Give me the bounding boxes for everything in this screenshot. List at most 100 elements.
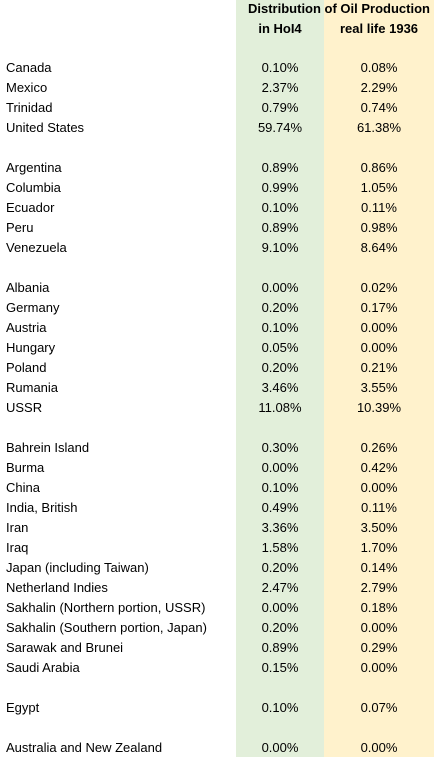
- real-life-value-cell: 3.50%: [360, 520, 398, 535]
- hoi4-value-cell: 3.36%: [261, 520, 299, 535]
- country-cell: Trinidad: [6, 100, 53, 115]
- country-cell: Rumania: [6, 380, 59, 395]
- real-life-value-cell: 0.17%: [360, 300, 398, 315]
- hoi4-value-cell: 0.10%: [261, 700, 299, 715]
- hoi4-value-cell: 0.00%: [261, 280, 299, 295]
- real-life-value-cell: 1.70%: [360, 540, 398, 555]
- country-cell: China: [6, 480, 40, 495]
- hoi4-value-cell: 0.15%: [261, 660, 299, 675]
- hoi4-value-cell: 0.49%: [261, 500, 299, 515]
- table-row: Rumania 3.46% 3.55%: [0, 378, 435, 398]
- table-row: Sarawak and Brunei 0.89% 0.29%: [0, 638, 435, 658]
- real-life-value-cell: 8.64%: [360, 240, 398, 255]
- country-cell: Albania: [6, 280, 50, 295]
- hoi4-value-cell: 0.89%: [261, 160, 299, 175]
- table-row: Argentina 0.89% 0.86%: [0, 158, 435, 178]
- real-life-value-cell: 3.55%: [360, 380, 398, 395]
- table-row: Iraq 1.58% 1.70%: [0, 538, 435, 558]
- table-row: USSR 11.08% 10.39%: [0, 398, 435, 418]
- hoi4-value-cell: 0.20%: [261, 560, 299, 575]
- real-life-value-cell: 0.00%: [360, 660, 398, 675]
- real-life-value-cell: 0.11%: [361, 500, 397, 515]
- hoi4-value-cell: 0.10%: [261, 200, 299, 215]
- country-cell: Sakhalin (Southern portion, Japan): [6, 620, 207, 635]
- real-life-value-cell: 0.18%: [360, 600, 398, 615]
- table-row: Ecuador 0.10% 0.11%: [0, 198, 435, 218]
- country-cell: Burma: [6, 460, 45, 475]
- hoi4-value-cell: 1.58%: [261, 540, 299, 555]
- country-cell: Peru: [6, 220, 34, 235]
- table-row: United States 59.74% 61.38%: [0, 118, 435, 138]
- country-cell: Sakhalin (Northern portion, USSR): [6, 600, 206, 615]
- country-cell: Japan (including Taiwan): [6, 560, 149, 575]
- table-row: Sakhalin (Southern portion, Japan) 0.20% 0…: [0, 618, 435, 638]
- table-row: Canada 0.10% 0.08%: [0, 58, 435, 78]
- hoi4-value-cell: 0.00%: [261, 740, 299, 755]
- hoi4-value-cell: 59.74%: [257, 120, 303, 135]
- table-row: Saudi Arabia 0.15% 0.00%: [0, 658, 435, 678]
- country-cell: Bahrein Island: [6, 440, 90, 455]
- real-life-value-cell: 0.26%: [360, 440, 398, 455]
- table-row: Iran 3.36% 3.50%: [0, 518, 435, 538]
- real-life-value-cell: 0.42%: [360, 460, 398, 475]
- hoi4-value-cell: 0.20%: [261, 300, 299, 315]
- hoi4-value-cell: 0.89%: [261, 220, 299, 235]
- country-cell: Hungary: [6, 340, 56, 355]
- real-life-value-cell: 0.00%: [360, 480, 398, 495]
- country-cell: Canada: [6, 60, 52, 75]
- real-life-value-cell: 2.79%: [360, 580, 398, 595]
- hoi4-value-cell: 0.10%: [261, 60, 299, 75]
- country-cell: Sarawak and Brunei: [6, 640, 124, 655]
- table-row: Australia and New Zealand 0.00% 0.00%: [0, 738, 435, 758]
- table-row: Germany 0.20% 0.17%: [0, 298, 435, 318]
- table-row: Venezuela 9.10% 8.64%: [0, 238, 435, 258]
- real-life-value-cell: 0.00%: [360, 620, 398, 635]
- country-cell: Ecuador: [6, 200, 55, 215]
- hoi4-value-cell: 0.79%: [261, 100, 299, 115]
- hoi4-value-cell: 0.89%: [261, 640, 299, 655]
- hoi4-value-cell: 11.08%: [258, 400, 302, 415]
- real-life-value-cell: 61.38%: [356, 120, 402, 135]
- table-row: Mexico 2.37% 2.29%: [0, 78, 435, 98]
- hoi4-value-cell: 0.00%: [261, 600, 299, 615]
- table-row: Poland 0.20% 0.21%: [0, 358, 435, 378]
- real-life-column-background: [324, 0, 434, 757]
- table-row: Bahrein Island 0.30% 0.26%: [0, 438, 435, 458]
- real-life-value-cell: 0.74%: [360, 100, 398, 115]
- table-row: Netherland Indies 2.47% 2.79%: [0, 578, 435, 598]
- hoi4-value-cell: 3.46%: [261, 380, 299, 395]
- table-row: Albania 0.00% 0.02%: [0, 278, 435, 298]
- table-row: India, British 0.49% 0.11%: [0, 498, 435, 518]
- real-life-value-cell: 0.98%: [360, 220, 398, 235]
- real-life-value-cell: 10.39%: [356, 400, 402, 415]
- country-cell: Poland: [6, 360, 47, 375]
- country-cell: Germany: [6, 300, 60, 315]
- hoi4-value-cell: 0.20%: [261, 620, 299, 635]
- country-cell: Egypt: [6, 700, 40, 715]
- real-life-value-cell: 0.00%: [360, 340, 398, 355]
- table-row: China 0.10% 0.00%: [0, 478, 435, 498]
- table-row: Egypt 0.10% 0.07%: [0, 698, 435, 718]
- real-life-value-cell: 0.00%: [360, 320, 398, 335]
- country-cell: Venezuela: [6, 240, 67, 255]
- country-cell: Austria: [6, 320, 47, 335]
- real-life-value-cell: 0.11%: [361, 200, 397, 215]
- hoi4-value-cell: 0.10%: [261, 320, 299, 335]
- country-cell: Iraq: [6, 540, 29, 555]
- country-cell: United States: [6, 120, 85, 135]
- table-row: Burma 0.00% 0.42%: [0, 458, 435, 478]
- country-cell: Columbia: [6, 180, 61, 195]
- hoi4-value-cell: 0.10%: [261, 480, 299, 495]
- real-life-value-cell: 0.08%: [360, 60, 398, 75]
- country-cell: Netherland Indies: [6, 580, 108, 595]
- table-row: Hungary 0.05% 0.00%: [0, 338, 435, 358]
- real-life-value-cell: 0.21%: [360, 360, 398, 375]
- real-life-value-cell: 0.14%: [360, 560, 398, 575]
- column-header-real-life: real life 1936: [339, 21, 419, 36]
- country-cell: Australia and New Zealand: [6, 740, 163, 755]
- real-life-value-cell: 1.05%: [360, 180, 398, 195]
- country-cell: Mexico: [6, 80, 48, 95]
- country-cell: Iran: [6, 520, 29, 535]
- table-row: Peru 0.89% 0.98%: [0, 218, 435, 238]
- hoi4-value-cell: 2.47%: [261, 580, 299, 595]
